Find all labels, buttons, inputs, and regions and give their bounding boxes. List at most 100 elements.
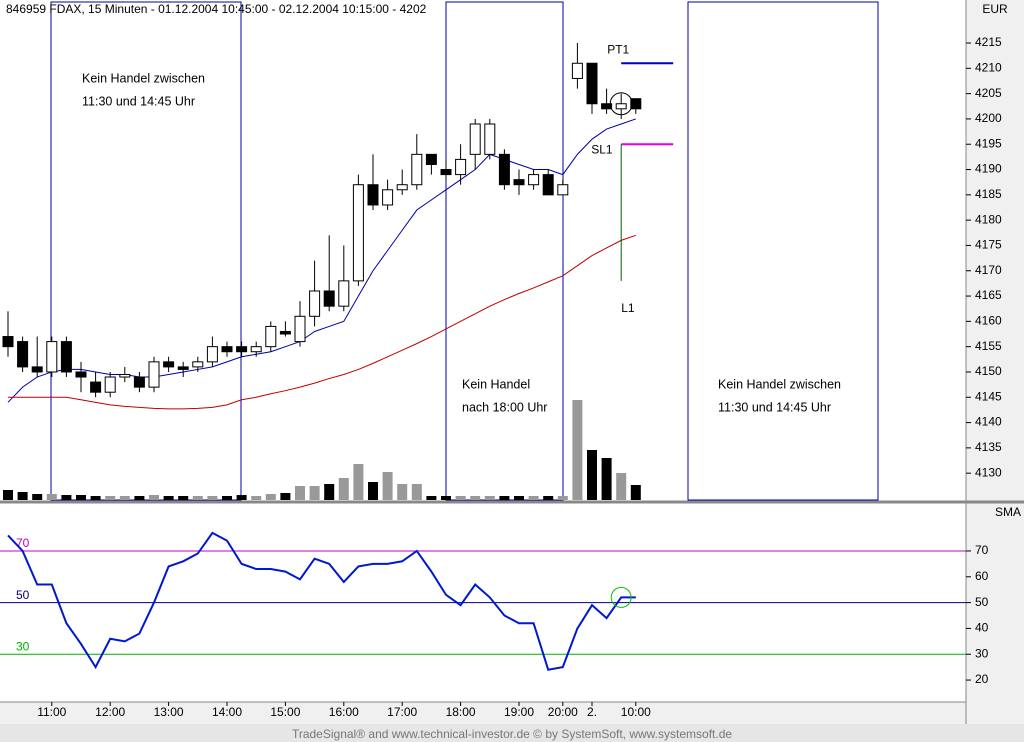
candle-body bbox=[90, 381, 102, 393]
candle-body bbox=[133, 376, 145, 388]
candle-body bbox=[498, 153, 510, 186]
panel-title: SMA bbox=[995, 505, 1021, 519]
candle-body bbox=[31, 366, 43, 373]
candle-body bbox=[294, 315, 306, 343]
y-tick-label: 4205 bbox=[975, 86, 1002, 100]
volume-bar bbox=[163, 496, 174, 500]
y-tick-label: 4195 bbox=[975, 136, 1002, 150]
y-tick-label: 4150 bbox=[975, 364, 1002, 378]
volume-bar bbox=[601, 458, 612, 500]
axis-area bbox=[966, 0, 1024, 742]
candle-body bbox=[236, 346, 248, 353]
volume-bar bbox=[426, 496, 437, 500]
candle-body bbox=[542, 174, 554, 196]
candle-body bbox=[571, 62, 583, 79]
x-tick-label: 18:00 bbox=[446, 705, 476, 719]
candle-body bbox=[46, 341, 58, 373]
volume-bar bbox=[134, 496, 145, 500]
footer: TradeSignal® and www.technical-investor.… bbox=[292, 727, 732, 741]
y-tick-label: 70 bbox=[975, 543, 989, 557]
volume-bar bbox=[484, 496, 495, 500]
y-tick-label: 4215 bbox=[975, 35, 1002, 49]
no-trade-box bbox=[687, 1, 879, 501]
candle-body bbox=[2, 336, 14, 348]
volume-bar bbox=[309, 486, 320, 500]
volume-bar bbox=[397, 484, 408, 500]
entry-marker bbox=[609, 92, 633, 116]
candle-body bbox=[206, 346, 218, 363]
y-tick-label: 4180 bbox=[975, 212, 1002, 226]
volume-bar bbox=[207, 496, 218, 500]
candle-body bbox=[338, 280, 350, 307]
x-tick-label: 14:00 bbox=[212, 705, 242, 719]
candle-body bbox=[323, 290, 335, 307]
y-tick-label: 30 bbox=[975, 646, 989, 660]
y-tick-label: 4210 bbox=[975, 60, 1002, 74]
candle-body bbox=[104, 376, 116, 393]
y-tick-label: 4145 bbox=[975, 389, 1002, 403]
annotation: 11:30 und 14:45 Uhr bbox=[82, 94, 195, 108]
volume-bar bbox=[382, 472, 393, 500]
volume-bar bbox=[630, 485, 641, 500]
moving-average bbox=[7, 118, 636, 403]
candle-body bbox=[601, 103, 613, 110]
volume-bar bbox=[557, 496, 568, 500]
indicator-line bbox=[7, 531, 636, 671]
x-tick-label: 16:00 bbox=[329, 705, 359, 719]
volume-bar bbox=[192, 496, 203, 500]
volume-bar bbox=[455, 496, 466, 500]
level-label: L1 bbox=[621, 301, 635, 315]
candle-body bbox=[382, 189, 394, 206]
candle-body bbox=[265, 325, 277, 348]
level-label: 70 bbox=[16, 536, 30, 550]
y-tick-label: 40 bbox=[975, 621, 989, 635]
y-tick-label: 50 bbox=[975, 595, 989, 609]
volume-bar bbox=[3, 490, 13, 500]
candle-body bbox=[163, 361, 175, 368]
moving-average bbox=[8, 234, 636, 410]
volume-bar bbox=[572, 400, 583, 500]
y-tick-label: 4165 bbox=[975, 288, 1002, 302]
x-tick-label: 11:00 bbox=[37, 705, 66, 719]
annotation: 11:30 und 14:45 Uhr bbox=[718, 400, 831, 414]
annotation: nach 18:00 Uhr bbox=[462, 400, 547, 414]
candle-body bbox=[17, 341, 29, 368]
level-label: 30 bbox=[16, 639, 30, 653]
candle-body bbox=[148, 361, 160, 388]
x-tick-label: 15:00 bbox=[270, 705, 300, 719]
volume-bar bbox=[324, 484, 335, 500]
volume-bar bbox=[265, 494, 276, 500]
x-tick-label: 17:00 bbox=[387, 705, 417, 719]
candle-body bbox=[250, 346, 262, 353]
y-tick-label: 4200 bbox=[975, 111, 1002, 125]
volume-bar bbox=[441, 496, 451, 500]
y-tick-label: 4130 bbox=[975, 465, 1002, 479]
volume-bar bbox=[46, 494, 57, 500]
y-tick-label: 4140 bbox=[975, 415, 1002, 429]
candle-body bbox=[469, 123, 481, 155]
header: 846959 FDAX, 15 Minuten - 01.12.2004 10:… bbox=[6, 2, 427, 16]
x-axis-area bbox=[0, 702, 966, 724]
unit-label: EUR bbox=[982, 2, 1008, 16]
candle-body bbox=[513, 179, 525, 186]
volume-bar bbox=[280, 493, 291, 500]
y-tick-label: 4155 bbox=[975, 339, 1002, 353]
volume-bar bbox=[411, 484, 422, 500]
level-label: 50 bbox=[16, 588, 30, 602]
volume-bar bbox=[353, 464, 364, 500]
annotation: Kein Handel zwischen bbox=[718, 377, 841, 391]
candle-body bbox=[630, 98, 642, 110]
y-tick-label: 4185 bbox=[975, 187, 1002, 201]
candle-body bbox=[119, 373, 131, 378]
level-label: SL1 bbox=[591, 142, 613, 156]
candle-body bbox=[309, 290, 321, 317]
candle-body bbox=[425, 153, 437, 165]
candle-body bbox=[192, 361, 204, 368]
volume-bar bbox=[499, 496, 510, 500]
y-tick-label: 20 bbox=[975, 672, 989, 686]
candle-body bbox=[75, 371, 87, 378]
volume-bar bbox=[368, 482, 378, 500]
y-tick-label: 4170 bbox=[975, 263, 1002, 277]
